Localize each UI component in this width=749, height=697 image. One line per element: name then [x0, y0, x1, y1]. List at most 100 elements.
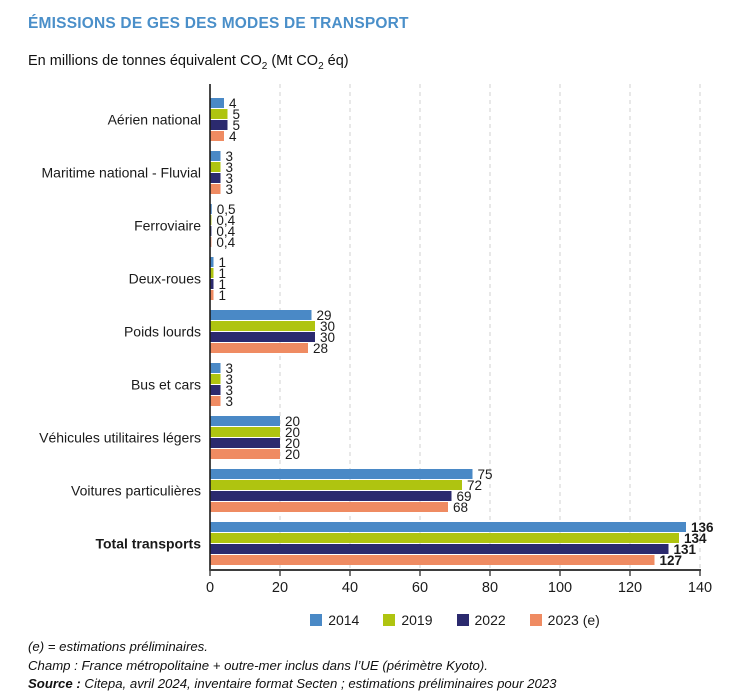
bar-value-label: 1 — [219, 255, 227, 270]
bar — [210, 374, 221, 384]
bar-value-label: 136 — [691, 520, 714, 535]
bar — [210, 522, 686, 532]
bar — [210, 131, 224, 141]
legend-item-2014: 2014 — [310, 612, 359, 628]
footnote-source-text: Citepa, avril 2024, inventaire format Se… — [80, 676, 557, 692]
bar — [210, 396, 221, 406]
bar-value-label: 5 — [233, 107, 241, 122]
bar — [210, 162, 221, 172]
bar — [210, 363, 221, 373]
x-tick-label: 80 — [482, 580, 498, 596]
bar — [210, 491, 452, 501]
bar-value-label: 1 — [219, 277, 227, 292]
bar-value-label: 0,4 — [216, 213, 235, 228]
bar-value-label: 0,4 — [216, 224, 235, 239]
legend-label-2022: 2022 — [474, 612, 506, 628]
footnote-champ: Champ : France métropolitaine + outre-me… — [28, 657, 488, 673]
bar-value-label: 1 — [219, 288, 227, 303]
legend-item-2023: 2023 (e) — [529, 612, 600, 628]
bar — [210, 151, 221, 161]
category-label: Bus et cars — [131, 377, 201, 393]
bar — [210, 173, 221, 183]
legend-item-2019: 2019 — [383, 612, 433, 628]
subtitle-subscript: 2 — [261, 60, 268, 72]
bar-value-label: 5 — [233, 118, 241, 133]
legend-swatch-2019-icon — [383, 614, 396, 626]
bar-value-label: 3 — [226, 372, 234, 387]
bar-value-label: 0,4 — [216, 235, 235, 250]
chart-title: ÉMISSIONS DE GES DES MODES DE TRANSPORT — [28, 15, 409, 32]
bar-value-label: 20 — [285, 414, 300, 429]
bar-value-label: 3 — [226, 171, 234, 186]
category-label: Total transports — [95, 536, 201, 552]
bar — [210, 290, 214, 300]
x-tick-label: 20 — [272, 580, 288, 596]
bar — [210, 427, 280, 437]
footnote-estimations: (e) = estimations préliminaires. — [28, 639, 208, 654]
legend-label-2023: 2023 (e) — [547, 612, 600, 628]
bar — [210, 332, 315, 342]
bar — [210, 310, 312, 320]
bar — [210, 533, 679, 543]
bar — [210, 480, 462, 490]
category-label: Voitures particulières — [71, 483, 201, 499]
category-label: Ferroviaire — [134, 218, 201, 234]
bar-value-label: 1 — [219, 266, 227, 281]
bar-value-label: 3 — [226, 394, 234, 409]
bar — [210, 184, 221, 194]
subtitle-subscript: 2 — [318, 60, 324, 72]
bar-value-label: 72 — [467, 478, 482, 493]
category-label: Véhicules utilitaires légers — [39, 430, 201, 446]
legend-label-2014: 2014 — [328, 612, 360, 628]
legend-label-2019: 2019 — [401, 612, 433, 628]
category-label: Maritime national - Fluvial — [42, 165, 202, 181]
bar-value-label: 30 — [320, 319, 335, 334]
category-label: Deux-roues — [129, 271, 201, 287]
bar-value-label: 20 — [285, 447, 300, 462]
bar-value-label: 68 — [453, 500, 468, 515]
bar — [210, 321, 315, 331]
x-tick-label: 60 — [412, 580, 428, 596]
bar-value-label: 131 — [674, 542, 697, 557]
footnote-source-label: Source : — [28, 676, 81, 692]
legend-item-2022: 2022 — [456, 612, 506, 628]
bar-value-label: 3 — [226, 182, 234, 197]
category-label: Poids lourds — [124, 324, 201, 340]
legend-swatch-2014-icon — [310, 614, 323, 626]
footnote-source: Source : Citepa, avril 2024, inventaire … — [28, 675, 557, 694]
bar-value-label: 3 — [226, 149, 234, 164]
bar — [210, 544, 669, 554]
bar — [210, 469, 473, 479]
legend-swatch-2023-icon — [529, 614, 542, 626]
bar — [210, 268, 214, 278]
bar-value-label: 20 — [285, 425, 300, 440]
subtitle-text: éq) — [323, 53, 349, 69]
category-label: Aérien national — [108, 112, 201, 128]
bar — [210, 279, 214, 289]
bar-value-label: 75 — [478, 467, 493, 482]
chart-legend: 2014 2019 2022 2023 (e) — [210, 612, 700, 628]
bar-value-label: 4 — [229, 129, 237, 144]
legend-swatch-2022-icon — [456, 614, 469, 626]
bar — [210, 120, 228, 130]
bar-value-label: 3 — [226, 361, 234, 376]
bar-value-label: 3 — [226, 383, 234, 398]
bar-value-label: 3 — [226, 160, 234, 175]
bar — [210, 385, 221, 395]
subtitle-text: (Mt CO — [267, 53, 319, 69]
bar-value-label: 29 — [317, 308, 332, 323]
bar-value-label: 69 — [457, 489, 472, 504]
x-tick-label: 40 — [342, 580, 358, 596]
x-tick-label: 120 — [618, 580, 642, 596]
bar-value-label: 4 — [229, 96, 237, 111]
bar — [210, 555, 655, 565]
bar — [210, 416, 280, 426]
footnotes: (e) = estimations préliminaires. Champ :… — [28, 638, 557, 694]
x-tick-label: 140 — [688, 580, 712, 596]
bar — [210, 257, 214, 267]
bar-value-label: 134 — [684, 531, 707, 546]
bar — [210, 204, 212, 214]
bar-value-label: 127 — [660, 553, 683, 568]
